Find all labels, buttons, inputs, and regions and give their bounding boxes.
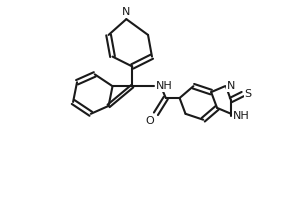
Text: N: N [227, 81, 235, 91]
Text: S: S [245, 89, 252, 99]
Text: O: O [145, 116, 154, 126]
Text: NH: NH [156, 81, 173, 91]
Text: N: N [122, 7, 130, 17]
Text: NH: NH [233, 111, 250, 121]
